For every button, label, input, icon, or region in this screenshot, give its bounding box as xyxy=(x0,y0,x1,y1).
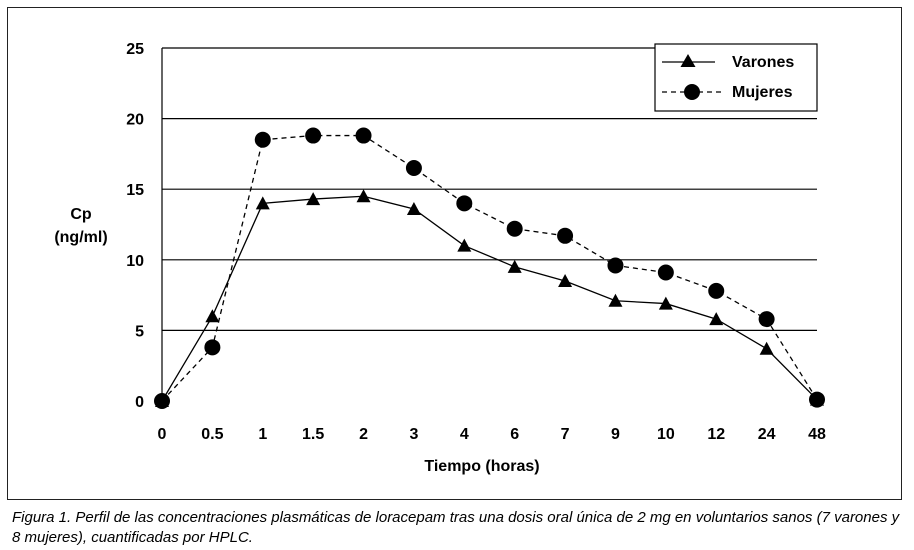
x-tick-label: 1 xyxy=(258,426,267,443)
x-tick-label: 48 xyxy=(808,426,826,443)
series-line-varones xyxy=(161,195,818,402)
y-tick-labels: 0 5 10 15 20 25 xyxy=(126,41,144,411)
y-tick-label: 20 xyxy=(126,112,144,129)
figure-frame xyxy=(7,7,902,500)
data-point-mujeres xyxy=(305,127,322,144)
series-group xyxy=(154,127,825,409)
legend: Varones Mujeres xyxy=(654,43,818,112)
data-point-mujeres xyxy=(204,339,221,356)
x-tick-label: 12 xyxy=(707,426,725,443)
data-point-varones xyxy=(457,238,472,252)
y-tick-label: 5 xyxy=(135,323,144,340)
series-line-mujeres xyxy=(161,134,818,402)
data-point-mujeres xyxy=(809,391,825,408)
data-point-varones xyxy=(709,312,724,326)
data-point-mujeres xyxy=(355,127,372,144)
data-point-mujeres xyxy=(405,160,422,177)
data-point-mujeres xyxy=(154,393,170,409)
figure-caption: Figura 1. Perfil de las concentraciones … xyxy=(12,509,900,546)
legend-label-varones: Varones xyxy=(732,54,794,71)
legend-box xyxy=(654,43,818,112)
data-point-varones xyxy=(608,293,623,307)
x-tick-label: 6 xyxy=(510,426,519,443)
data-point-varones xyxy=(356,189,371,203)
x-tick-label: 24 xyxy=(758,426,776,443)
y-axis-label-line1: Cp xyxy=(70,206,92,223)
data-point-varones xyxy=(255,196,270,210)
line-chart: 0 5 10 15 20 25 0 0.5 1 1.5 2 3 4 6 7 9 10 12 24 48 Cp (ng… xyxy=(54,41,826,475)
data-point-mujeres xyxy=(456,195,473,212)
x-tick-label: 9 xyxy=(611,426,620,443)
x-tick-label: 2 xyxy=(359,426,368,443)
legend-marker-mujeres xyxy=(684,84,700,100)
legend-marker-varones xyxy=(680,54,696,67)
x-tick-label: 4 xyxy=(460,426,469,443)
y-tick-label: 0 xyxy=(135,394,144,411)
x-tick-label: 0 xyxy=(158,426,167,443)
data-point-varones xyxy=(205,309,220,323)
data-point-mujeres xyxy=(506,220,523,237)
data-point-mujeres xyxy=(254,131,271,148)
x-tick-label: 10 xyxy=(657,426,675,443)
legend-label-mujeres: Mujeres xyxy=(732,84,793,101)
x-tick-labels: 0 0.5 1 1.5 2 3 4 6 7 9 10 12 24 48 xyxy=(158,426,826,443)
data-point-mujeres xyxy=(657,264,674,281)
x-tick-label: 3 xyxy=(409,426,418,443)
data-point-varones xyxy=(507,259,522,273)
y-axis-label-line2: (ng/ml) xyxy=(54,229,107,246)
y-tick-label: 15 xyxy=(126,182,144,199)
x-axis-label: Tiempo (horas) xyxy=(424,458,539,475)
data-point-varones xyxy=(406,201,421,215)
y-tick-label: 10 xyxy=(126,253,144,270)
data-point-mujeres xyxy=(758,311,775,328)
data-point-mujeres xyxy=(708,282,725,299)
x-tick-label: 1.5 xyxy=(302,426,324,443)
data-point-varones xyxy=(658,296,673,310)
data-point-mujeres xyxy=(607,257,624,274)
data-point-mujeres xyxy=(557,227,574,244)
x-tick-label: 7 xyxy=(561,426,570,443)
data-point-varones xyxy=(759,341,774,355)
data-point-varones xyxy=(306,192,321,206)
data-point-varones xyxy=(558,273,573,287)
x-tick-label: 0.5 xyxy=(201,426,223,443)
y-tick-label: 25 xyxy=(126,41,144,58)
